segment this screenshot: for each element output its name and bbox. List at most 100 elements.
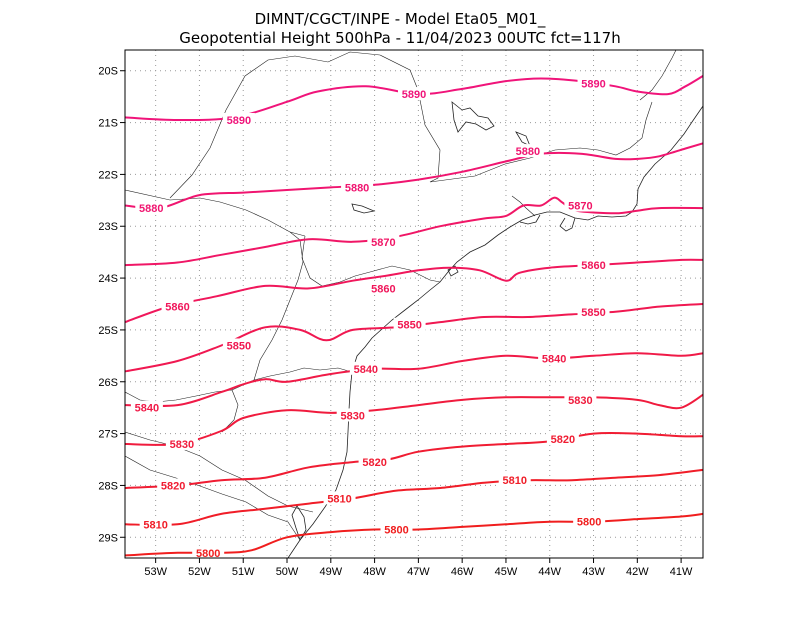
contour-label-bg xyxy=(161,299,194,313)
contour-label-bg xyxy=(380,522,413,536)
y-tick-label: 29S xyxy=(98,532,118,544)
contour-label-5850: 5850 xyxy=(227,340,251,352)
contour-5850 xyxy=(125,303,703,373)
contour-label-bg xyxy=(573,514,606,528)
contour-label-bg xyxy=(341,180,374,194)
contour-label-5810: 5810 xyxy=(143,519,167,531)
x-tick-label: 49W xyxy=(319,566,342,578)
contour-label-5810: 5810 xyxy=(327,493,351,505)
contour-label-5840: 5840 xyxy=(135,403,159,415)
contour-label-bg xyxy=(192,545,225,559)
bay-sepetiba xyxy=(519,214,541,225)
border-sp-mg xyxy=(169,51,381,199)
contour-5880 xyxy=(125,142,703,210)
x-tick-label: 47W xyxy=(407,566,430,578)
contour-label-bg xyxy=(367,281,400,295)
contour-label-5810: 5810 xyxy=(502,475,526,487)
y-tick-label: 23S xyxy=(98,221,118,233)
x-tick-label: 52W xyxy=(188,566,211,578)
contour-label-bg xyxy=(222,112,255,126)
border-pr-sc xyxy=(231,367,353,391)
x-tick-label: 43W xyxy=(582,566,605,578)
contour-label-bg xyxy=(139,517,172,531)
contour-label-5870: 5870 xyxy=(568,201,592,213)
border-paraguay xyxy=(253,231,304,381)
title-line-1: DIMNT/CGCT/INPE - Model Eta05_M01_ xyxy=(255,10,546,29)
contour-label-bg xyxy=(222,338,255,352)
y-tick-label: 26S xyxy=(98,377,118,389)
x-tick-label: 42W xyxy=(626,566,649,578)
contour-label-bg xyxy=(564,392,597,406)
y-tick-label: 25S xyxy=(98,325,118,337)
contour-label-bg xyxy=(349,361,382,375)
y-tick-label: 28S xyxy=(98,480,118,492)
y-tick-label: 27S xyxy=(98,429,118,441)
x-axis-ticks: 53W 52W 51W 50W 49W 48W 47W 46W 45W 44W 43W 42W 41W xyxy=(144,558,693,578)
contour-label-bg xyxy=(165,436,198,450)
x-tick-label: 50W xyxy=(276,566,299,578)
contour-label-bg xyxy=(538,351,571,365)
x-tick-label: 45W xyxy=(495,566,518,578)
contour-label-5800: 5800 xyxy=(196,548,220,560)
contour-label-5880: 5880 xyxy=(516,146,540,158)
contour-label-bg xyxy=(393,317,426,331)
contour-label-bg xyxy=(577,304,610,318)
y-tick-label: 22S xyxy=(98,169,118,181)
bay-guanabara xyxy=(559,217,576,232)
reservoir-parana xyxy=(351,203,376,214)
contour-5800 xyxy=(125,512,703,557)
contour-5810 xyxy=(125,468,703,527)
contour-label-5890: 5890 xyxy=(227,115,251,127)
x-tick-label: 48W xyxy=(363,566,386,578)
y-tick-label: 20S xyxy=(98,66,118,78)
contour-label-bg xyxy=(577,258,610,272)
contour-label-5850: 5850 xyxy=(397,320,421,332)
plot-frame xyxy=(124,49,704,559)
x-tick-label: 46W xyxy=(451,566,474,578)
reservoir-minas xyxy=(451,101,495,133)
contour-lines xyxy=(125,74,703,557)
border-uruguay xyxy=(125,455,301,541)
contour-label-5800: 5800 xyxy=(384,524,408,536)
contour-label-5820: 5820 xyxy=(161,480,185,492)
contour-label-5880: 5880 xyxy=(139,203,163,215)
contour-5830 xyxy=(125,393,703,446)
contour-label-5860: 5860 xyxy=(371,283,395,295)
contour-label-bg xyxy=(358,455,391,469)
border-mg-north xyxy=(379,54,653,183)
contour-label-5820: 5820 xyxy=(362,457,386,469)
contour-label-5830: 5830 xyxy=(170,439,194,451)
contour-label-5880: 5880 xyxy=(345,182,369,194)
contour-label-bg xyxy=(130,400,163,414)
contour-label-5860: 5860 xyxy=(165,302,189,314)
y-axis-ticks: 20S 21S 22S 23S 24S 25S 26S 27S 28S 29S xyxy=(98,66,125,544)
contour-label-bg xyxy=(157,478,190,492)
contour-5820 xyxy=(125,431,703,489)
contour-label-5830: 5830 xyxy=(568,395,592,407)
coastline xyxy=(287,105,703,558)
contour-label-bg xyxy=(323,491,356,505)
contour-5840 xyxy=(125,352,703,408)
y-tick-label: 21S xyxy=(98,118,118,130)
title-line-2: Geopotential Height 500hPa - 11/04/2023 … xyxy=(179,29,620,47)
contour-5890 xyxy=(125,74,703,122)
contour-label-5890: 5890 xyxy=(402,89,426,101)
contour-labels: 5890 5890 5890 5880 5880 5880 5870 5870 5860 5860… xyxy=(130,76,610,560)
contour-label-5820: 5820 xyxy=(551,434,575,446)
contour-label-bg xyxy=(511,144,544,158)
contour-label-5800: 5800 xyxy=(577,517,601,529)
contour-label-bg xyxy=(398,87,430,101)
contour-label-bg xyxy=(498,473,531,487)
contour-label-bg xyxy=(367,234,400,248)
contour-label-5860: 5860 xyxy=(581,260,605,272)
reservoir-furnas xyxy=(515,131,531,147)
border-ms-sp xyxy=(125,189,306,237)
border-sc-rs xyxy=(125,431,314,513)
x-tick-label: 41W xyxy=(670,566,693,578)
x-tick-label: 53W xyxy=(144,566,167,578)
border-sp-pr xyxy=(301,235,441,287)
y-tick-label: 24S xyxy=(98,273,118,285)
contour-label-5830: 5830 xyxy=(340,410,364,422)
contour-label-5840: 5840 xyxy=(542,353,566,365)
